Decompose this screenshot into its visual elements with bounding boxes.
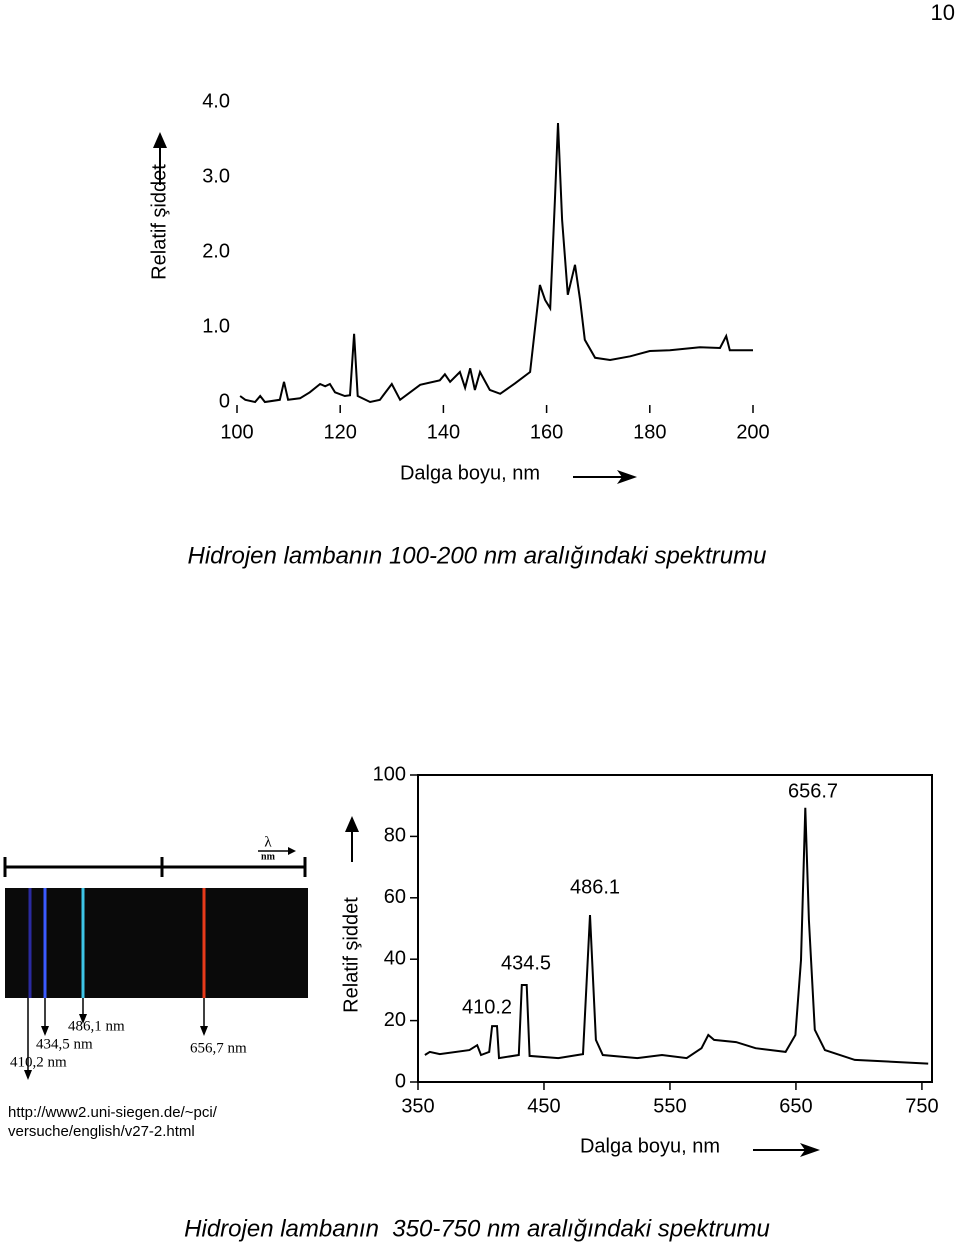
lambda: λ xyxy=(264,834,272,850)
y-tick-label: 0 xyxy=(395,1070,406,1092)
arrow-head xyxy=(288,847,296,855)
y-tick-label: 0 xyxy=(219,390,230,412)
x-tick-label: 650 xyxy=(779,1095,812,1117)
x-tick-label: 100 xyxy=(220,421,253,443)
x-axis-label: Dalga boyu, nm xyxy=(580,1135,720,1157)
x-tick-label: 160 xyxy=(530,421,563,443)
peak-label: 434.5 xyxy=(501,952,551,974)
x-tick-label: 120 xyxy=(324,421,357,443)
spectrum-image xyxy=(5,888,308,998)
y-axis-label: Relatif şiddet xyxy=(148,164,170,280)
pointers xyxy=(27,998,205,1072)
x-tick-label: 450 xyxy=(527,1095,560,1117)
line-label: 656,7 nm xyxy=(190,1040,247,1056)
peak-label: 410.2 xyxy=(462,996,512,1018)
x-tick-label: 200 xyxy=(736,421,769,443)
x-axis-label: Dalga boyu, nm xyxy=(400,462,540,484)
arrow-head xyxy=(345,816,359,832)
caption: Hidrojen lambanın 350-750 nm aralığındak… xyxy=(184,1215,770,1242)
spectrum-line xyxy=(424,807,929,1065)
arrow-head xyxy=(617,470,637,484)
x-tick-label: 180 xyxy=(633,421,666,443)
y-tick-label: 40 xyxy=(384,947,406,969)
line-label: 410,2 nm xyxy=(10,1054,67,1070)
y-tick-label: 20 xyxy=(384,1009,406,1031)
x-tick-label: 750 xyxy=(905,1095,938,1117)
peak-label: 656.7 xyxy=(788,780,838,802)
y-axis-label: Relatif şiddet xyxy=(340,897,362,1013)
x-tick-label: 140 xyxy=(427,421,460,443)
line-label: 434,5 nm xyxy=(36,1036,93,1052)
y-tick-label: 60 xyxy=(384,886,406,908)
y-tick-label: 2.0 xyxy=(202,240,230,262)
y-tick-label: 1.0 xyxy=(202,315,230,337)
spectrum-line xyxy=(239,122,753,404)
page-number: 10 xyxy=(931,0,955,25)
y-tick-label: 100 xyxy=(373,763,406,785)
x-tick-label: 550 xyxy=(653,1095,686,1117)
url: http://www2.uni-siegen.de/~pci/ xyxy=(8,1104,218,1121)
caption: Hidrojen lambanın 100-200 nm aralığındak… xyxy=(188,542,767,569)
line-label: 486,1 nm xyxy=(68,1018,125,1034)
unit: nm xyxy=(261,851,276,862)
y-tick-label: 3.0 xyxy=(202,165,230,187)
y-tick-label: 4.0 xyxy=(202,90,230,112)
arrow-head xyxy=(800,1143,820,1157)
url: versuche/english/v27-2.html xyxy=(8,1123,195,1140)
x-tick-label: 350 xyxy=(401,1095,434,1117)
peak-label: 486.1 xyxy=(570,876,620,898)
plot-frame xyxy=(417,774,933,1083)
arrow-head xyxy=(153,132,167,148)
y-tick-label: 80 xyxy=(384,825,406,847)
